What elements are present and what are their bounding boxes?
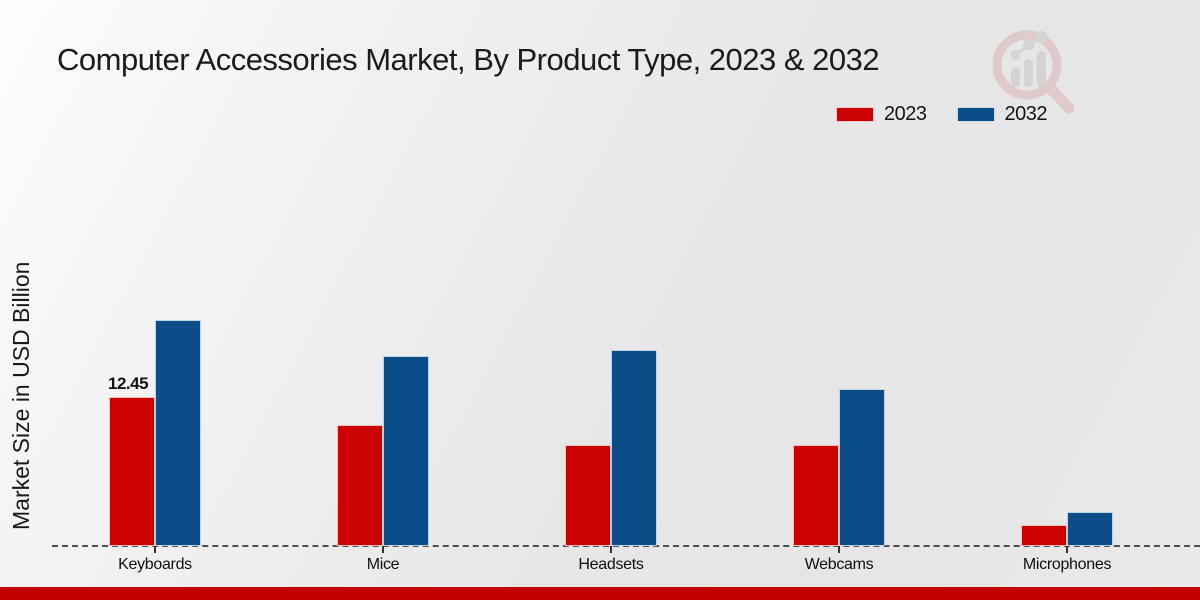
category-label-headsets: Headsets xyxy=(578,556,644,573)
legend-item-2023: 2023 xyxy=(836,103,927,126)
bar-2023-headsets xyxy=(565,445,611,546)
legend-swatch-2023 xyxy=(836,107,874,122)
x-axis-tick xyxy=(1066,546,1068,553)
bar-value-label: 12.45 xyxy=(108,374,149,393)
y-axis-label: Market Size in USD Billion xyxy=(8,261,34,531)
x-axis-tick xyxy=(382,546,384,553)
chart-title: Computer Accessories Market, By Product … xyxy=(57,42,880,77)
footer-stripe xyxy=(0,587,1200,600)
bar-2032-headsets xyxy=(611,350,657,546)
legend: 2023 2032 xyxy=(836,103,1047,126)
bar-2023-mice xyxy=(337,425,383,546)
bar-2032-keyboards xyxy=(155,320,201,546)
bar-2023-keyboards xyxy=(109,397,155,546)
bar-2023-microphones xyxy=(1021,525,1067,546)
x-axis-tick xyxy=(838,546,840,553)
x-axis-tick xyxy=(610,546,612,553)
bar-2032-mice xyxy=(383,356,429,546)
category-label-mice: Mice xyxy=(366,556,400,573)
bar-2032-webcams xyxy=(839,389,885,546)
bar-2032-microphones xyxy=(1067,512,1113,546)
x-axis-baseline xyxy=(52,545,1200,547)
bar-2023-webcams xyxy=(793,445,839,546)
legend-swatch-2032 xyxy=(956,107,995,122)
magnifier-bar-chart-icon xyxy=(992,30,1075,114)
category-label-microphones: Microphones xyxy=(1022,556,1112,573)
x-axis-tick xyxy=(154,546,156,553)
legend-item-2032: 2032 xyxy=(956,103,1048,126)
legend-label-2032: 2032 xyxy=(1004,103,1048,125)
legend-label-2023: 2023 xyxy=(884,103,927,125)
category-label-keyboards: Keyboards xyxy=(118,556,192,573)
category-label-webcams: Webcams xyxy=(804,556,874,573)
